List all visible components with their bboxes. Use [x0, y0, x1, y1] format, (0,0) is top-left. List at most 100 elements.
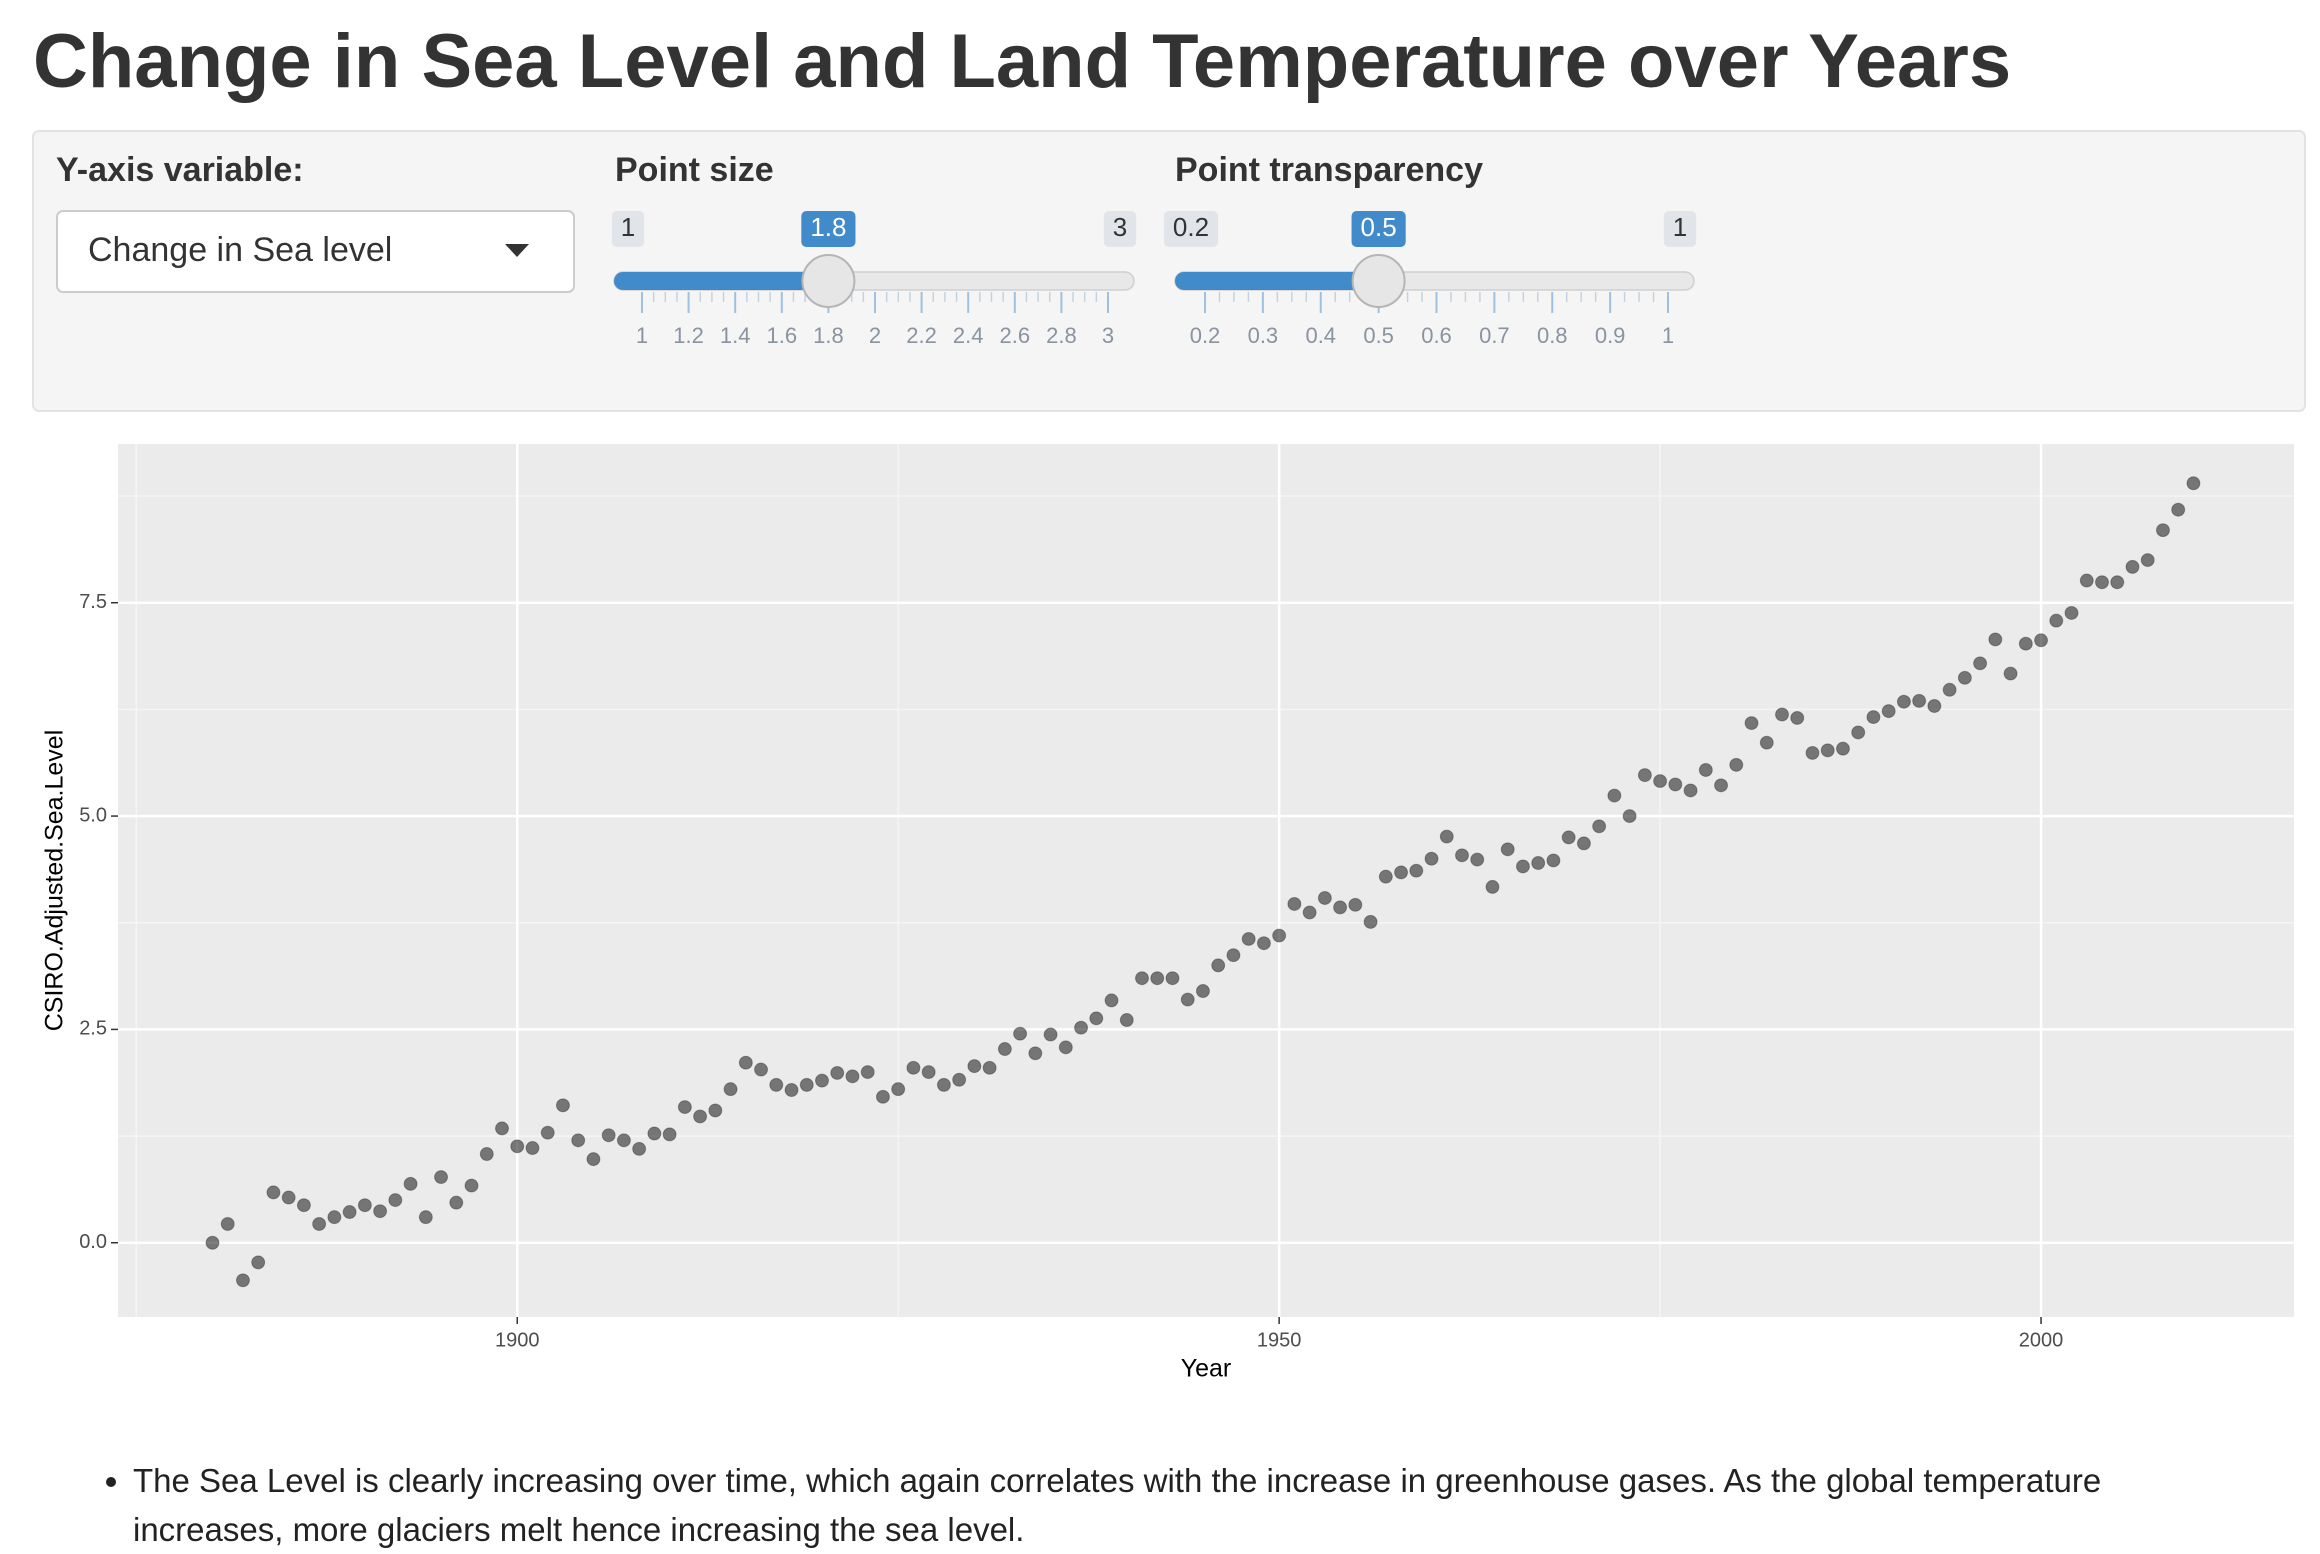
slider-tick-label: 0.5 [1363, 323, 1394, 348]
point [2095, 575, 2109, 590]
slider-tick-label: 2.4 [953, 323, 984, 348]
point [1683, 783, 1698, 798]
point [2034, 633, 2049, 648]
point [1089, 1011, 1104, 1026]
x-tick-label: 2000 [2019, 1329, 2064, 1351]
point [235, 1273, 250, 1288]
point [495, 1121, 509, 1136]
point [1622, 809, 1637, 824]
point [373, 1204, 388, 1219]
point [616, 1133, 631, 1148]
point [1409, 863, 1424, 878]
point [738, 1055, 753, 1070]
slider-max-bg [1663, 211, 1697, 247]
slider-tick-label: 1.4 [720, 323, 751, 348]
x-tick-label: 1950 [1257, 1329, 1302, 1351]
point [1942, 682, 1957, 697]
point [845, 1069, 860, 1084]
point [1592, 819, 1607, 834]
point [891, 1082, 906, 1097]
point [952, 1072, 967, 1087]
point [418, 1210, 433, 1225]
point [1241, 931, 1256, 946]
point [997, 1042, 1012, 1057]
select-label: Y-axis variable: [56, 151, 304, 189]
slider-tick-label: 0.7 [1479, 323, 1510, 348]
point [434, 1170, 449, 1185]
select-value[interactable]: Change in Sea level [88, 231, 392, 269]
point [571, 1133, 586, 1148]
point [2018, 636, 2033, 651]
point [2064, 605, 2079, 620]
point [1485, 879, 1500, 894]
point [510, 1139, 525, 1154]
point [1043, 1027, 1058, 1042]
point [479, 1147, 494, 1161]
point [388, 1193, 403, 1208]
point [1668, 777, 1683, 792]
point [1714, 778, 1729, 793]
point [1851, 725, 1866, 740]
point [1119, 1013, 1134, 1028]
point [1653, 774, 1668, 789]
slider-tick-label: 2.2 [906, 323, 937, 348]
point [1363, 914, 1378, 929]
y-axis-title: CSIRO.Adjusted.Sea.Level [41, 730, 69, 1032]
point [1759, 735, 1774, 750]
slider-tick-label: 2.6 [1000, 323, 1031, 348]
y-tick-label: 0.0 [79, 1231, 107, 1253]
slider-value-bg [801, 211, 856, 247]
point [1439, 829, 1454, 844]
point [1637, 768, 1652, 783]
select-box[interactable] [56, 210, 575, 293]
point [967, 1059, 982, 1074]
point [1988, 632, 2003, 647]
slider-tick-label: 2.8 [1046, 323, 1077, 348]
slider-tick-label: 1.8 [813, 323, 844, 348]
point [1866, 710, 1881, 725]
point [1973, 656, 1988, 671]
y-tick-label: 7.5 [79, 591, 107, 613]
point [1150, 971, 1165, 986]
point [1272, 928, 1287, 943]
slider-tick-label: 0.3 [1248, 323, 1279, 348]
slider-handle[interactable] [801, 254, 856, 308]
slider-tick-label: 0.9 [1595, 323, 1626, 348]
point [327, 1210, 342, 1225]
point [1348, 897, 1363, 912]
select[interactable]: Change in Sea level [56, 210, 575, 293]
slider-tick-label: 3 [1102, 323, 1114, 348]
slider-min: 0.2 [1173, 212, 1209, 242]
slider-tick-label: 1 [1662, 323, 1674, 348]
point [1074, 1020, 1089, 1035]
point [342, 1205, 357, 1220]
slider-handle[interactable] [1351, 254, 1406, 308]
slider-fill[interactable] [1175, 272, 1379, 290]
point [1820, 743, 1835, 758]
point [1378, 869, 1393, 884]
point [525, 1141, 540, 1156]
y-tick-label: 5.0 [79, 804, 107, 826]
point [875, 1089, 890, 1104]
slider-fill[interactable] [614, 272, 829, 290]
point [1226, 948, 1241, 963]
point [403, 1176, 418, 1191]
point [205, 1235, 220, 1250]
note: The Sea Level is clearly increasing over… [133, 1456, 2243, 1554]
point [1195, 984, 1210, 998]
point [1058, 1040, 1073, 1055]
select-caret[interactable] [505, 244, 529, 257]
point [2171, 502, 2186, 517]
point [1317, 891, 1332, 905]
x-tick-label: 1900 [495, 1329, 540, 1351]
point [2125, 559, 2140, 574]
control-panel [32, 130, 2306, 412]
slider-max-bg [1103, 211, 1137, 247]
slider-tick-label: 1.6 [767, 323, 798, 348]
point [1165, 971, 1180, 986]
point [693, 1109, 708, 1124]
point [1576, 836, 1591, 851]
point [1515, 859, 1530, 874]
point [2140, 553, 2155, 568]
point [2110, 575, 2125, 590]
